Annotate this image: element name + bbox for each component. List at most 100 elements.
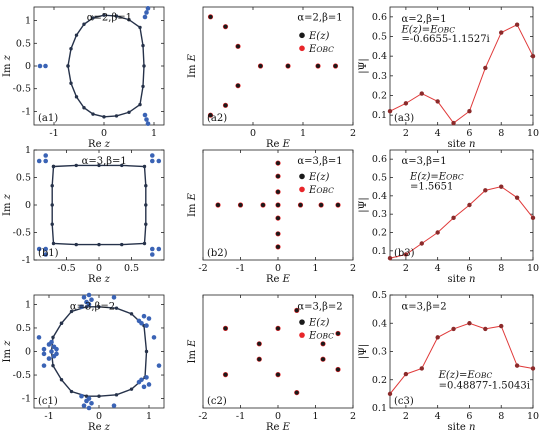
series-point: [467, 202, 472, 208]
y-axis-label: |Ψ|: [358, 197, 369, 213]
contour-point: [102, 13, 106, 17]
x-tick-label: 0: [275, 263, 281, 274]
x-tick-label: 6: [466, 128, 472, 139]
x-tick-label: 2: [350, 263, 356, 274]
y-tick-label: -1: [22, 255, 31, 266]
legend-marker-eobc: [299, 332, 305, 338]
y-tick-label: 0.4: [372, 51, 387, 62]
ez-point: [276, 174, 280, 179]
spectrum-point: [141, 313, 147, 319]
ez-point: [276, 231, 280, 236]
spectrum-point: [79, 304, 84, 310]
x-tick-label: 4: [435, 263, 441, 274]
contour-point: [120, 242, 124, 247]
spectrum-point: [37, 63, 43, 69]
spectrum-point: [86, 405, 92, 411]
contour-point: [120, 163, 124, 168]
series-point: [483, 65, 488, 71]
series-point: [403, 252, 409, 257]
ez-point: [238, 203, 243, 207]
series-point: [499, 184, 504, 189]
panel-label: (b2): [207, 248, 228, 259]
series-point: [451, 326, 456, 332]
spectrum-point: [150, 153, 155, 158]
y-tick-label: 1: [25, 299, 31, 310]
spectrum-point: [151, 335, 157, 340]
series-point: [514, 22, 520, 27]
ez-point: [294, 390, 299, 395]
legend-label-ez: E(z): [308, 318, 329, 329]
y-tick-label: 0.6: [372, 12, 387, 23]
y-tick-label: 0: [25, 200, 31, 211]
spectrum-point: [150, 246, 155, 252]
ez-point: [261, 203, 265, 207]
ez-point: [223, 24, 228, 29]
contour-point: [74, 95, 79, 99]
contour-point: [129, 312, 134, 316]
spectrum-point: [81, 403, 87, 408]
ez-point: [236, 44, 240, 49]
contour-point: [69, 81, 73, 85]
panel-a3: 2 4 6 8 10 0.1 0.2 0.3 0.4 0.5 0.6 site n |Ψ| α=2,β=1…: [358, 6, 539, 150]
spectrum-point: [81, 295, 87, 300]
y-tick-label: -0.5: [13, 370, 31, 381]
x-axis-label: site n: [448, 274, 476, 285]
x-tick-label: 1: [146, 411, 152, 422]
y-tick-label: 0.5: [16, 323, 31, 334]
spectrum-point: [156, 363, 162, 368]
legend-marker-eobc: [299, 45, 305, 52]
spectrum-point: [49, 339, 54, 345]
x-axis-label: Re E: [266, 274, 291, 285]
y-tick-label: -0.5: [13, 84, 31, 95]
x-tick-label: -2: [198, 411, 207, 422]
x-tick-label: 1: [151, 128, 157, 139]
y-tick-label: 1: [25, 16, 31, 27]
ez-point: [258, 64, 263, 68]
panel-label: (a2): [207, 113, 227, 124]
contour-point: [50, 222, 54, 226]
spectrum-point: [36, 246, 42, 252]
spectrum-point: [51, 353, 57, 359]
parameter-annotation: α=2,β=1: [401, 14, 446, 25]
spectrum-point: [145, 121, 151, 126]
spectrum-point: [139, 320, 144, 326]
spectrum-point: [142, 14, 148, 20]
x-axis-label: Re z: [88, 139, 111, 150]
legend-marker-eobc: [299, 186, 305, 193]
contour-point: [144, 349, 149, 354]
series-point: [499, 323, 504, 329]
series-point: [435, 230, 440, 235]
ez-point: [208, 113, 213, 118]
x-tick-label: -2: [198, 263, 207, 274]
series-point: [467, 321, 472, 326]
contour-point: [142, 241, 147, 246]
x-tick-label: 10: [527, 128, 539, 139]
spectrum-point: [43, 63, 48, 69]
x-tick-label: 10: [527, 263, 539, 274]
contour-point: [138, 102, 142, 107]
spectrum-point: [156, 158, 162, 164]
spectrum-point: [43, 246, 48, 252]
contour-point: [144, 203, 148, 207]
panel-label: (b1): [38, 248, 59, 259]
spectrum-point: [111, 403, 117, 408]
contour-point: [97, 242, 101, 247]
series-point: [451, 120, 456, 126]
series-point: [403, 101, 409, 106]
spectrum-point: [144, 10, 149, 15]
x-tick-label: 4: [435, 128, 441, 139]
y-axis-label: |Ψ|: [358, 344, 369, 360]
spectrum-point: [43, 153, 48, 158]
contour-point: [51, 363, 55, 368]
contour-point: [91, 112, 95, 116]
x-tick-label: 8: [498, 411, 504, 422]
contour-point: [69, 47, 73, 51]
x-tick-label: 2: [403, 263, 409, 274]
series-point: [419, 91, 424, 96]
contour-point: [102, 115, 106, 119]
contour-point: [144, 184, 148, 188]
y-tick-label: 0.5: [16, 173, 31, 184]
ez-point: [216, 203, 220, 207]
series-point: [419, 366, 424, 371]
y-tick-label: 1: [25, 145, 31, 156]
